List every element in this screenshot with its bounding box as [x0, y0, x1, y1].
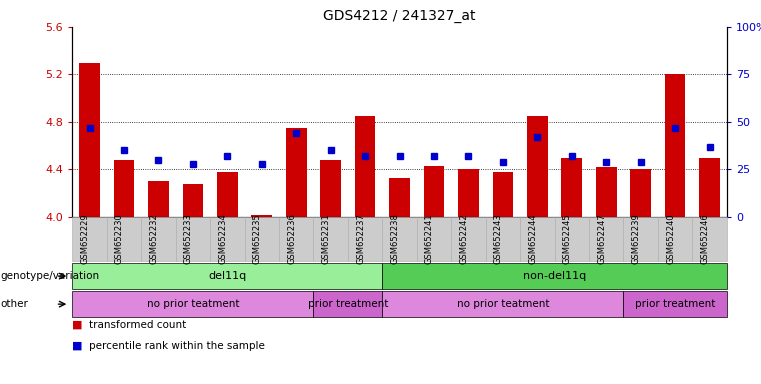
Text: ■: ■ — [72, 320, 83, 330]
Bar — [320, 160, 341, 217]
Text: GSM652236: GSM652236 — [287, 214, 296, 265]
Bar — [596, 167, 616, 217]
Title: GDS4212 / 241327_at: GDS4212 / 241327_at — [323, 9, 476, 23]
Text: GSM652243: GSM652243 — [494, 214, 503, 265]
Text: GSM652244: GSM652244 — [528, 214, 537, 264]
Text: del11q: del11q — [209, 271, 247, 281]
Text: GSM652234: GSM652234 — [218, 214, 228, 265]
Bar — [630, 169, 651, 217]
Text: GSM652242: GSM652242 — [460, 214, 469, 264]
Text: non-del11q: non-del11q — [523, 271, 586, 281]
Text: GSM652229: GSM652229 — [81, 214, 90, 264]
Text: GSM652240: GSM652240 — [666, 214, 675, 264]
Text: genotype/variation: genotype/variation — [1, 271, 100, 281]
Bar — [424, 166, 444, 217]
Text: GSM652230: GSM652230 — [115, 214, 124, 265]
Text: ■: ■ — [72, 341, 83, 351]
Bar — [458, 169, 479, 217]
Bar — [183, 184, 203, 217]
Text: GSM652235: GSM652235 — [253, 214, 262, 265]
Bar — [389, 178, 410, 217]
Text: no prior teatment: no prior teatment — [457, 299, 549, 309]
Bar — [148, 181, 169, 217]
Bar — [113, 160, 134, 217]
Text: percentile rank within the sample: percentile rank within the sample — [89, 341, 265, 351]
Text: GSM652239: GSM652239 — [632, 214, 641, 265]
Bar — [492, 172, 513, 217]
Text: GSM652233: GSM652233 — [184, 214, 193, 265]
Text: GSM652231: GSM652231 — [322, 214, 330, 265]
Text: prior treatment: prior treatment — [635, 299, 715, 309]
Bar — [286, 128, 307, 217]
Text: GSM652247: GSM652247 — [597, 214, 607, 265]
Bar — [699, 157, 720, 217]
Text: GSM652232: GSM652232 — [149, 214, 158, 265]
Bar — [527, 116, 548, 217]
Text: no prior teatment: no prior teatment — [147, 299, 239, 309]
Bar — [79, 63, 100, 217]
Bar — [217, 172, 237, 217]
Text: GSM652245: GSM652245 — [562, 214, 572, 264]
Bar — [665, 74, 686, 217]
Bar — [562, 157, 582, 217]
Bar — [355, 116, 375, 217]
Text: transformed count: transformed count — [89, 320, 186, 330]
Text: GSM652241: GSM652241 — [425, 214, 434, 264]
Text: GSM652246: GSM652246 — [701, 214, 709, 265]
Text: GSM652238: GSM652238 — [390, 214, 400, 265]
Bar — [251, 215, 272, 217]
Text: prior treatment: prior treatment — [307, 299, 388, 309]
Text: other: other — [1, 299, 29, 309]
Text: GSM652237: GSM652237 — [356, 214, 365, 265]
